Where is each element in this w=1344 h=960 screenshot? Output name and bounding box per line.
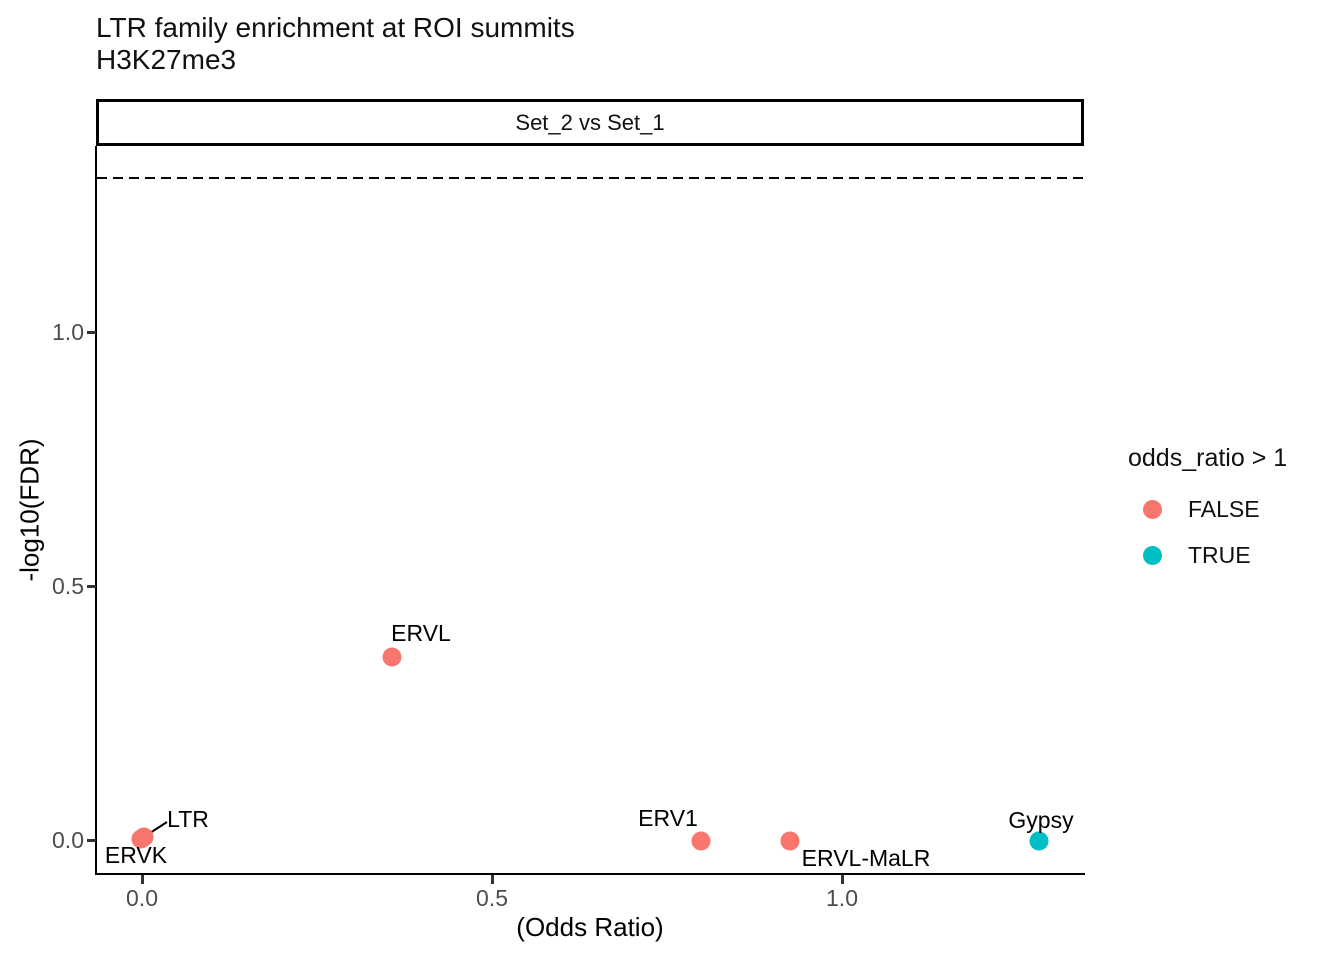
legend-label-true: TRUE — [1188, 542, 1251, 568]
x-axis-title: (Odds Ratio) — [516, 912, 664, 942]
plot-title-line2: H3K27me3 — [96, 44, 237, 75]
point-LTR — [134, 827, 154, 847]
y-tick-label-0.5: 0.5 — [52, 573, 84, 599]
point-label-Gypsy: Gypsy — [1008, 807, 1074, 833]
plot-title: LTR family enrichment at ROI summits H3K… — [96, 12, 575, 76]
facet-strip: Set_2 vs Set_1 — [96, 99, 1084, 146]
plot-title-line1: LTR family enrichment at ROI summits — [96, 12, 575, 43]
plot-panel — [97, 177, 1084, 851]
y-tick-mark-0.5 — [87, 585, 96, 588]
x-tick-mark-0.0 — [141, 875, 144, 884]
point-ERV1 — [691, 831, 711, 851]
legend-swatch-false — [1143, 500, 1162, 519]
x-tick-label-1.0: 1.0 — [826, 885, 858, 911]
point-label-ERVK: ERVK — [104, 842, 168, 868]
x-tick-label-0.0: 0.0 — [126, 885, 158, 911]
x-tick-label-0.5: 0.5 — [476, 885, 508, 911]
y-tick-mark-0.0 — [87, 839, 96, 842]
y-tick-label-0.0: 0.0 — [52, 827, 84, 853]
point-label-LTR: LTR — [167, 806, 209, 832]
legend-title: odds_ratio > 1 — [1128, 444, 1288, 472]
ltr-label-leader-line — [149, 821, 168, 834]
y-tick-label-1.0: 1.0 — [52, 319, 84, 345]
point-ERVL — [382, 647, 402, 667]
point-ERVL-MaLR — [780, 831, 800, 851]
point-label-ERVL: ERVL — [391, 620, 451, 646]
legend-label-false: FALSE — [1188, 496, 1260, 522]
y-axis-line — [95, 146, 97, 874]
facet-strip-label: Set_2 vs Set_1 — [515, 109, 665, 135]
legend-swatch-true — [1143, 546, 1162, 565]
y-tick-mark-1.0 — [87, 331, 96, 334]
x-tick-mark-0.5 — [491, 875, 494, 884]
y-axis-title: -log10(FDR) — [14, 438, 45, 582]
point-Gypsy — [1029, 831, 1049, 851]
x-axis-line — [95, 873, 1085, 875]
point-label-ERV1: ERV1 — [638, 805, 698, 831]
point-label-ERVL-MaLR: ERVL-MaLR — [801, 845, 931, 871]
x-tick-mark-1.0 — [841, 875, 844, 884]
